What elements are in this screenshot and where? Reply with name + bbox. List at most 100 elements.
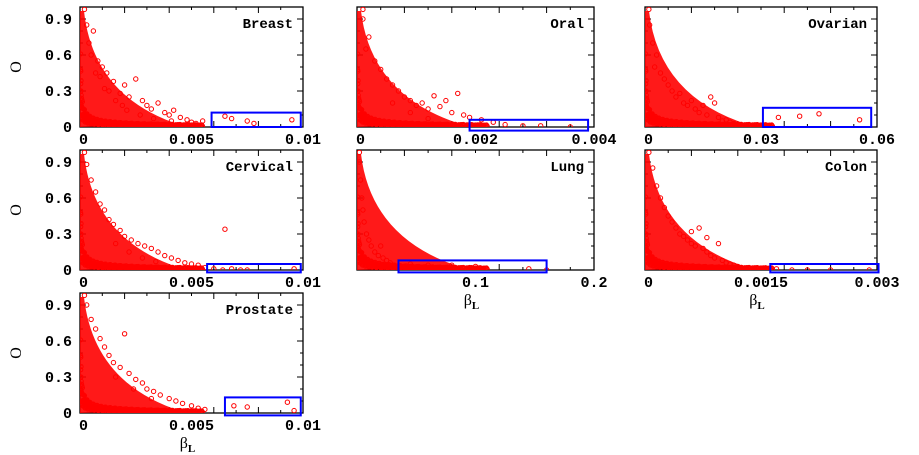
panel-oral: Oral 0 0.002 0.004 [356, 6, 617, 149]
data-point [157, 392, 163, 398]
y-tick-label: 0.3 [45, 227, 72, 244]
data-point [81, 7, 88, 13]
panel-colon: Colon 0 0.0015 0.003 βL [644, 149, 900, 312]
panel-title: Breast [243, 17, 293, 33]
data-point [708, 94, 714, 100]
y-axis-label: O [8, 347, 25, 359]
data-point [150, 388, 157, 395]
data-point [126, 370, 132, 377]
data-point [220, 267, 226, 270]
dense-point-cluster [357, 154, 464, 270]
data-point [537, 123, 544, 127]
y-axis-label: O [8, 204, 25, 216]
data-point [92, 326, 99, 332]
data-point [133, 376, 139, 383]
data-point [484, 266, 490, 270]
x-tick-label: 0.01 [285, 132, 321, 149]
data-point [211, 266, 217, 270]
data-point [144, 102, 150, 109]
data-point [175, 257, 181, 264]
data-point [121, 82, 128, 88]
data-point [231, 403, 237, 409]
data-point [117, 364, 123, 371]
x-tick-label: 0.005 [169, 418, 214, 435]
data-point [711, 100, 718, 106]
y-tick-label: 0.3 [45, 84, 72, 101]
data-point [148, 106, 155, 112]
data-point [455, 90, 461, 97]
x-tick-label: 0 [79, 132, 88, 149]
highlight-box [210, 111, 302, 128]
dense-point-cluster [80, 11, 181, 127]
data-point [228, 266, 235, 270]
data-point [526, 266, 532, 270]
data-point [110, 359, 117, 366]
data-point [291, 407, 297, 413]
data-point [188, 403, 195, 409]
data-point [135, 240, 141, 247]
y-tick-label: 0.9 [45, 298, 72, 315]
x-tick-label: 0.03 [743, 132, 779, 149]
data-point [148, 245, 155, 252]
data-point [166, 395, 172, 402]
panel-breast: Breast 0 0.005 0.01 0 0.3 0.6 0.9 O [8, 6, 321, 149]
data-point [155, 249, 161, 255]
data-point [770, 123, 776, 127]
dense-point-cluster [80, 154, 181, 270]
x-tick-label: 0 [79, 418, 88, 435]
panel-title: Colon [825, 160, 867, 176]
y-tick-label: 0 [63, 120, 72, 137]
data-point [696, 225, 702, 231]
highlight-box [769, 263, 880, 274]
x-tick-label: 0 [644, 132, 653, 149]
x-tick-label: 0.005 [169, 132, 214, 149]
data-point [228, 115, 235, 122]
data-point [244, 267, 250, 270]
y-tick-label: 0.6 [45, 191, 72, 208]
data-point [237, 267, 244, 270]
data-point [139, 97, 146, 104]
data-point [139, 380, 146, 386]
y-tick-label: 0.9 [45, 12, 72, 29]
data-point [289, 117, 295, 123]
data-point [198, 265, 204, 270]
x-tick-label: 0.002 [453, 132, 498, 149]
data-point [856, 117, 863, 123]
data-point [177, 114, 184, 121]
data-point [184, 117, 190, 123]
data-point [121, 331, 128, 337]
data-point [88, 316, 94, 323]
data-point [92, 189, 99, 195]
data-point [866, 267, 872, 270]
data-point [81, 150, 88, 156]
panel-title: Lung [550, 160, 584, 176]
data-point [81, 293, 88, 299]
highlight-box [761, 106, 873, 129]
data-point [198, 122, 204, 127]
y-tick-label: 0.6 [45, 334, 72, 351]
panel-prostate: Prostate 0 0.005 0.01 0 0.3 0.6 0.9 OβL [8, 292, 321, 455]
panel-cervical: Cervical 0 0.005 0.01 0 0.3 0.6 0.9 O [8, 149, 321, 292]
scatter-points [357, 7, 573, 127]
x-axis-label: βL [749, 292, 764, 312]
data-point [170, 107, 177, 113]
data-point [97, 335, 103, 342]
panel-ovarian: Ovarian 0 0.03 0.06 [644, 6, 895, 149]
data-point [715, 240, 722, 247]
data-point [443, 97, 449, 104]
data-point [198, 408, 204, 413]
data-point [816, 111, 822, 117]
data-point [166, 112, 172, 118]
x-tick-label: 0.06 [859, 132, 895, 149]
data-point [688, 228, 695, 235]
panel-title: Prostate [226, 303, 293, 319]
x-tick-label: 0.2 [580, 275, 607, 292]
y-tick-label: 0.3 [45, 370, 72, 387]
data-point [520, 123, 526, 127]
data-point [419, 100, 425, 106]
data-point [101, 344, 108, 350]
data-point [646, 7, 652, 13]
x-axis-label: βL [464, 292, 479, 312]
data-point [291, 266, 297, 270]
